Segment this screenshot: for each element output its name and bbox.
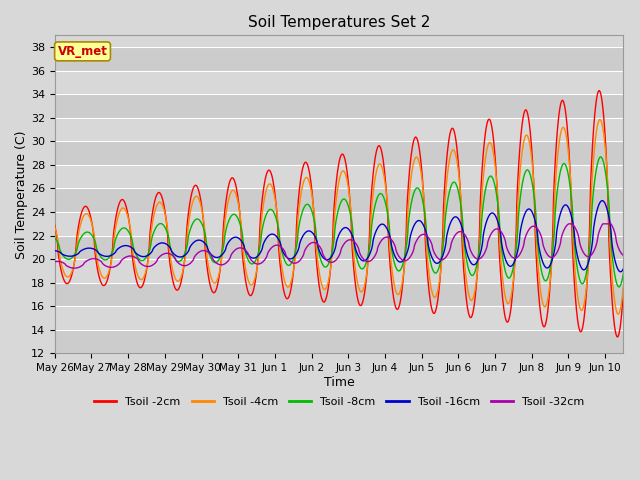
Text: VR_met: VR_met: [58, 45, 108, 58]
Bar: [55, 47, 623, 71]
Y-axis label: Soil Temperature (C): Soil Temperature (C): [15, 130, 28, 259]
Bar: [55, 330, 623, 353]
Bar: [55, 94, 623, 118]
Bar: [55, 283, 623, 306]
Bar: [55, 236, 623, 259]
Bar: [55, 142, 623, 165]
Legend: Tsoil -2cm, Tsoil -4cm, Tsoil -8cm, Tsoil -16cm, Tsoil -32cm: Tsoil -2cm, Tsoil -4cm, Tsoil -8cm, Tsoi…: [90, 393, 589, 411]
Bar: [55, 189, 623, 212]
X-axis label: Time: Time: [324, 376, 355, 389]
Title: Soil Temperatures Set 2: Soil Temperatures Set 2: [248, 15, 430, 30]
